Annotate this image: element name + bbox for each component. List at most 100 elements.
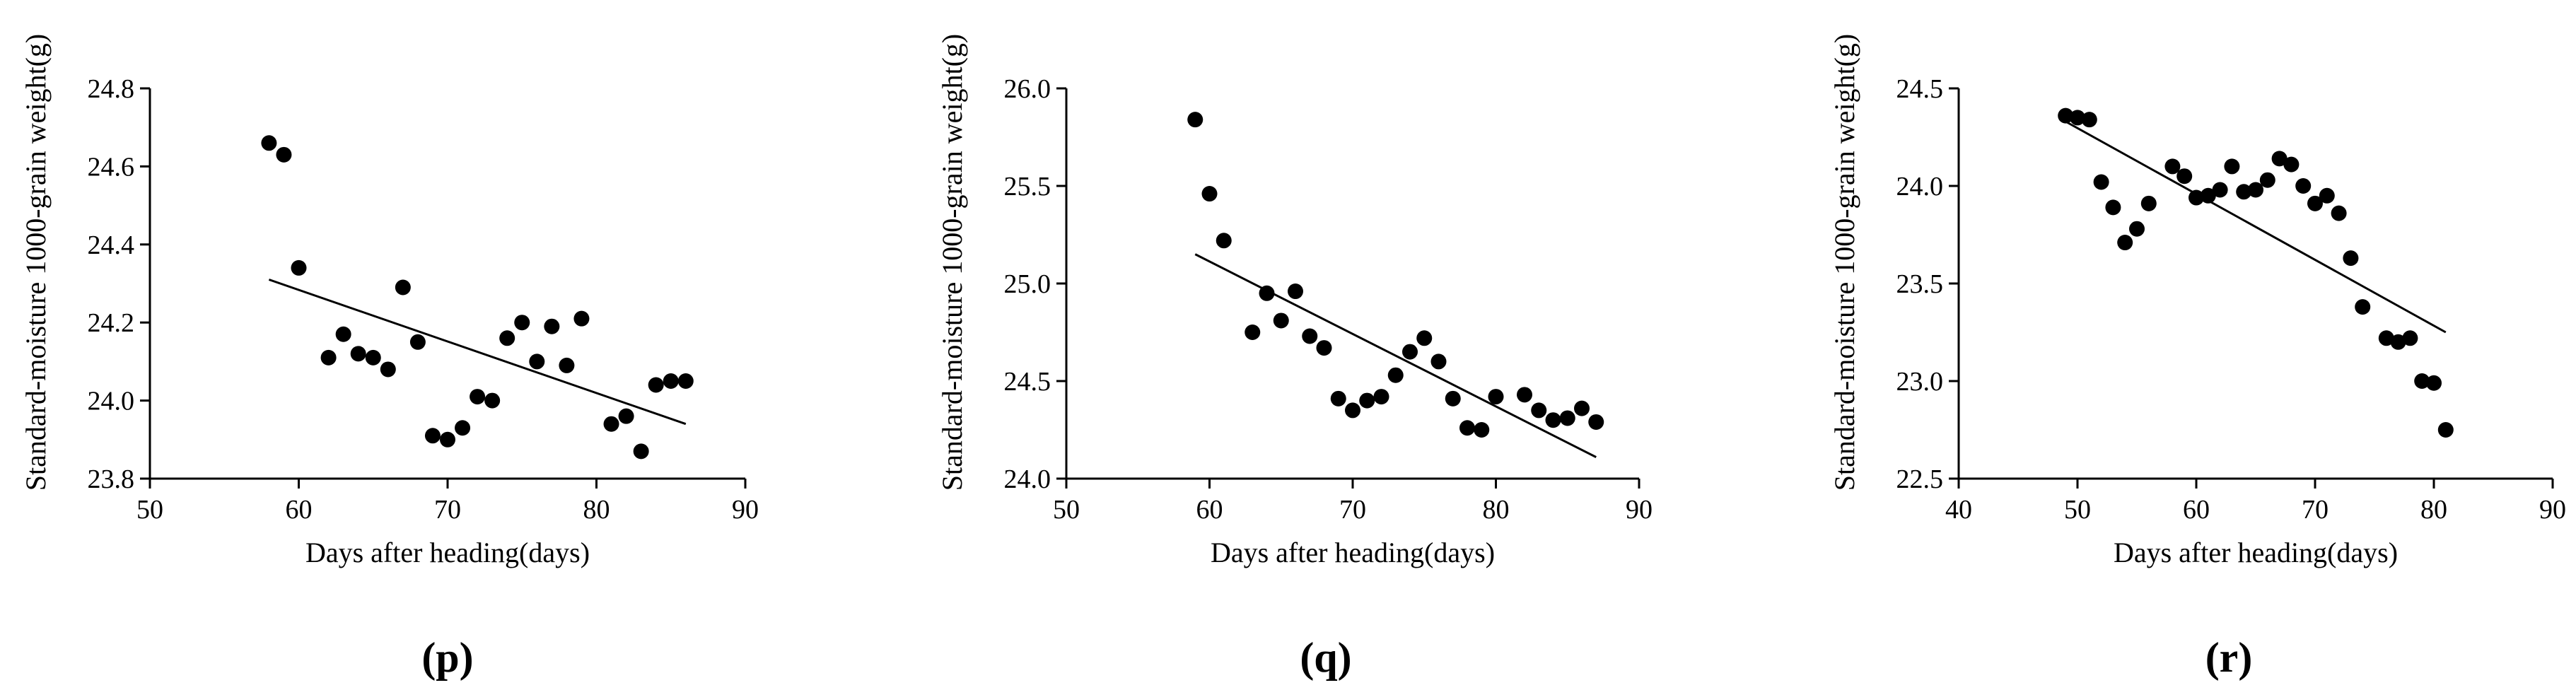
data-point xyxy=(1402,344,1418,360)
data-point xyxy=(2331,205,2347,221)
data-point xyxy=(424,428,441,444)
data-point xyxy=(2176,168,2193,185)
data-point xyxy=(2402,330,2418,346)
data-point xyxy=(648,377,664,393)
data-point xyxy=(559,357,575,373)
data-point xyxy=(573,310,590,327)
data-point xyxy=(2437,422,2454,438)
data-point xyxy=(618,408,634,424)
data-point xyxy=(1373,389,1389,405)
data-point xyxy=(440,431,455,448)
data-point xyxy=(2259,172,2275,188)
y-axis-title: Standard-moisture 1000-grain weight(g) xyxy=(1829,34,1860,491)
data-point xyxy=(2058,107,2074,124)
data-point xyxy=(1588,414,1604,430)
data-point xyxy=(2390,334,2406,350)
data-point xyxy=(2414,373,2430,389)
x-axis-title: Days after heading(days) xyxy=(1211,537,1495,568)
y-tick-label: 22.5 xyxy=(1896,464,1944,494)
x-tick-label: 80 xyxy=(583,495,610,525)
data-point xyxy=(529,353,545,370)
x-tick-label: 90 xyxy=(2539,495,2566,525)
data-point xyxy=(2248,182,2263,198)
data-point xyxy=(2129,221,2145,237)
x-tick-label: 50 xyxy=(2064,495,2091,525)
y-tick-label: 25.0 xyxy=(1004,269,1051,299)
data-point xyxy=(1416,330,1433,346)
data-point xyxy=(1316,340,1332,356)
data-point xyxy=(1488,389,1504,405)
y-tick-label: 23.5 xyxy=(1896,269,1944,299)
data-point xyxy=(2093,174,2109,190)
data-point xyxy=(1545,412,1561,428)
data-point xyxy=(2307,195,2323,211)
panel-label: (r) xyxy=(2205,634,2253,681)
data-point xyxy=(484,392,501,409)
data-point xyxy=(2189,189,2204,206)
data-point xyxy=(261,135,277,151)
data-point xyxy=(1330,390,1346,407)
data-point xyxy=(1216,233,1232,249)
chart-panel-2: 50 60 70 80 90 24.0 24.5 25.0 25.5 26.0 Days after… xyxy=(936,34,1653,681)
x-tick-label: 70 xyxy=(434,495,461,525)
data-point xyxy=(2200,187,2216,204)
data-point xyxy=(1359,392,1375,409)
y-tick-label: 24.5 xyxy=(1896,74,1944,104)
data-point xyxy=(1459,420,1475,436)
data-point xyxy=(2236,184,2252,200)
data-point xyxy=(1288,283,1303,300)
data-point xyxy=(2224,158,2240,175)
data-point xyxy=(470,389,486,405)
x-tick-label: 80 xyxy=(1483,495,1510,525)
data-point xyxy=(1559,410,1575,426)
trend-line xyxy=(268,279,687,426)
data-point xyxy=(455,420,471,436)
data-point xyxy=(2295,178,2312,194)
data-point xyxy=(663,373,679,389)
data-point xyxy=(603,416,619,432)
data-point xyxy=(2271,151,2287,167)
y-tick-label: 24.0 xyxy=(1896,172,1944,201)
data-point xyxy=(1302,328,1318,344)
data-point xyxy=(1445,390,1461,407)
y-tick-label: 24.2 xyxy=(88,308,135,338)
y-tick-label: 23.8 xyxy=(88,464,135,494)
data-point xyxy=(1273,312,1289,329)
y-tick-label: 24.0 xyxy=(1004,464,1051,494)
data-point xyxy=(335,326,351,342)
x-tick-label: 70 xyxy=(1339,495,1366,525)
y-axis-title: Standard-moisture 1000-grain weight(g) xyxy=(20,34,52,491)
data-point xyxy=(320,349,337,366)
x-tick-label: 80 xyxy=(2420,495,2447,525)
data-point xyxy=(2117,235,2133,251)
data-point xyxy=(1387,367,1404,383)
data-point xyxy=(2426,375,2442,391)
y-tick-label: 23.0 xyxy=(1896,367,1944,397)
data-point xyxy=(514,315,530,331)
y-tick-label: 24.5 xyxy=(1004,367,1051,397)
data-point xyxy=(1201,186,1218,202)
data-point xyxy=(2212,182,2228,198)
data-point xyxy=(380,361,396,378)
data-point xyxy=(1187,112,1204,128)
chart-panel-3: 40 50 60 70 80 90 22.5 23.0 23.5 24.0 24.5 Days aft… xyxy=(1829,34,2566,681)
data-point xyxy=(1345,402,1360,419)
data-point xyxy=(2319,187,2335,204)
data-point xyxy=(2105,199,2121,216)
y-axis-title: Standard-moisture 1000-grain weight(g) xyxy=(936,34,968,491)
x-tick-label: 60 xyxy=(286,495,313,525)
data-point xyxy=(2164,158,2181,175)
data-point xyxy=(1259,285,1275,301)
data-point xyxy=(2283,156,2300,172)
x-axis-title: Days after heading(days) xyxy=(2114,537,2398,568)
chart-panel-1: 50 60 70 80 90 23.8 24.0 24.2 24.4 24.6 24.8 Days a… xyxy=(20,34,759,681)
y-tick-label: 24.0 xyxy=(88,387,135,416)
data-point xyxy=(409,334,426,350)
x-tick-label: 50 xyxy=(1053,495,1080,525)
y-tick-label: 26.0 xyxy=(1004,74,1051,104)
x-tick-label: 90 xyxy=(1626,495,1653,525)
y-tick-label: 24.8 xyxy=(88,74,135,104)
data-point xyxy=(2343,250,2359,267)
x-axis-title: Days after heading(days) xyxy=(305,537,590,568)
